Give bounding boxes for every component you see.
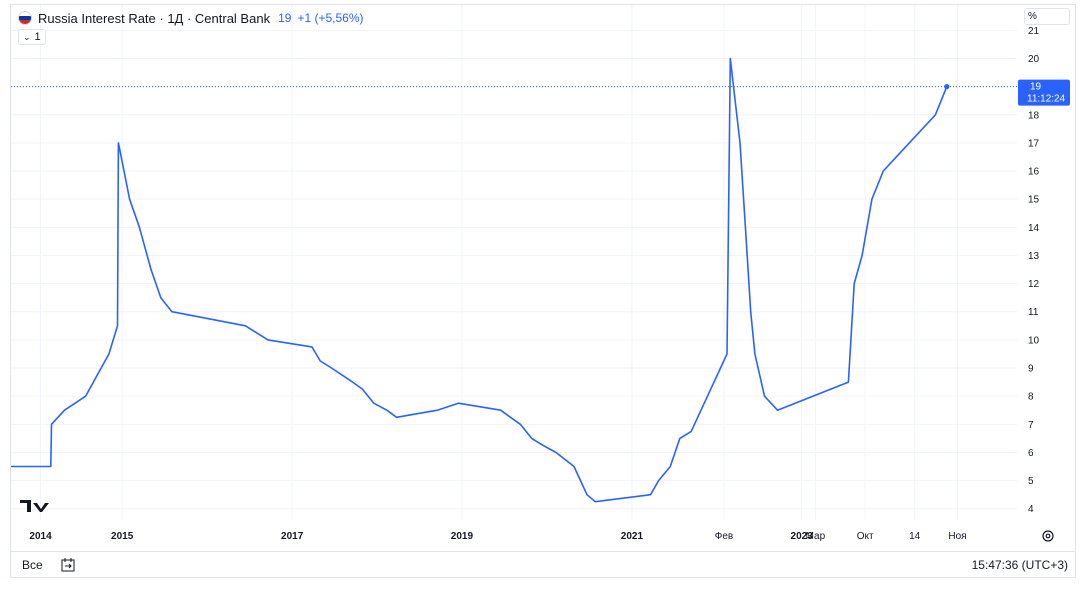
unit-toggle[interactable]: % — [1024, 8, 1070, 25]
x-tick-label: 2019 — [451, 531, 474, 542]
x-tick-label: 2023 — [791, 531, 814, 542]
flag-stripe-red — [19, 20, 31, 24]
chevron-down-icon: ⌄ — [23, 31, 31, 42]
clock[interactable]: 15:47:36 (UTC+3) — [971, 558, 1068, 572]
x-tick-label: Ноя — [948, 531, 966, 542]
y-tick-label: 14 — [1028, 223, 1040, 234]
series-layer — [11, 57, 948, 503]
value-change: +1 (+5,56%) — [297, 11, 364, 25]
price-label-value: 19 — [1030, 82, 1042, 93]
logo-part — [20, 500, 31, 512]
x-tick-label: 2021 — [621, 531, 644, 542]
x-tick-label: Мар — [806, 531, 826, 542]
y-tick-label: 10 — [1028, 335, 1040, 346]
y-tick-label: 16 — [1028, 167, 1040, 178]
y-tick-label: 4 — [1028, 504, 1034, 515]
y-tick-label: 15 — [1028, 195, 1040, 206]
range-all-button[interactable]: Все — [22, 558, 43, 572]
y-tick-label: 8 — [1028, 392, 1034, 403]
flag-stripe-white — [19, 12, 31, 16]
y-tick-label: 6 — [1028, 448, 1034, 459]
price-label-box — [1018, 79, 1070, 106]
tradingview-logo-icon — [20, 500, 49, 512]
x-tick-label: 14 — [909, 531, 921, 542]
last-value: 19 — [278, 11, 292, 25]
x-tick-label: 2017 — [281, 531, 304, 542]
calendar-arrow-icon — [61, 558, 75, 572]
x-tick-label: Фев — [715, 531, 733, 542]
series-line — [11, 57, 948, 503]
gear-center — [1045, 533, 1051, 539]
y-tick-label: 18 — [1028, 110, 1040, 121]
y-tick-label: 11 — [1028, 307, 1039, 318]
y-tick-label: 5 — [1028, 476, 1034, 487]
y-tick-label: 9 — [1028, 364, 1034, 375]
date-range-icon[interactable] — [59, 557, 77, 573]
gear-ring — [1042, 530, 1054, 542]
x-tick-label: 2015 — [111, 531, 134, 542]
y-tick-label: 20 — [1028, 54, 1040, 65]
chart-frame — [10, 4, 1076, 578]
grid — [11, 5, 1017, 520]
chart-legend[interactable]: Russia Interest Rate · 1Д · Central Bank… — [18, 10, 363, 26]
y-tick-label: 13 — [1028, 251, 1040, 262]
logo-part — [33, 503, 49, 512]
y-tick-label: 17 — [1028, 138, 1040, 149]
price-label-time: 11:12:24 — [1027, 94, 1066, 105]
settings-gear-icon — [1042, 530, 1054, 542]
last-point-marker — [944, 84, 950, 90]
y-tick-label: 7 — [1028, 420, 1034, 431]
symbol-title[interactable]: Russia Interest Rate · 1Д · Central Bank — [38, 10, 271, 26]
y-tick-label: 12 — [1028, 279, 1040, 290]
flag-stripe-blue — [19, 16, 31, 20]
indicator-count: 1 — [34, 31, 41, 43]
legend-collapse-button[interactable]: ⌄ 1 — [18, 29, 46, 45]
bottom-toolbar: Все 15:47:36 (UTC+3) — [10, 551, 1076, 578]
x-tick-label: 2014 — [29, 531, 52, 542]
x-tick-label: Окт — [857, 531, 874, 542]
russia-flag-icon — [18, 11, 32, 25]
y-tick-label: 21 — [1028, 26, 1040, 37]
